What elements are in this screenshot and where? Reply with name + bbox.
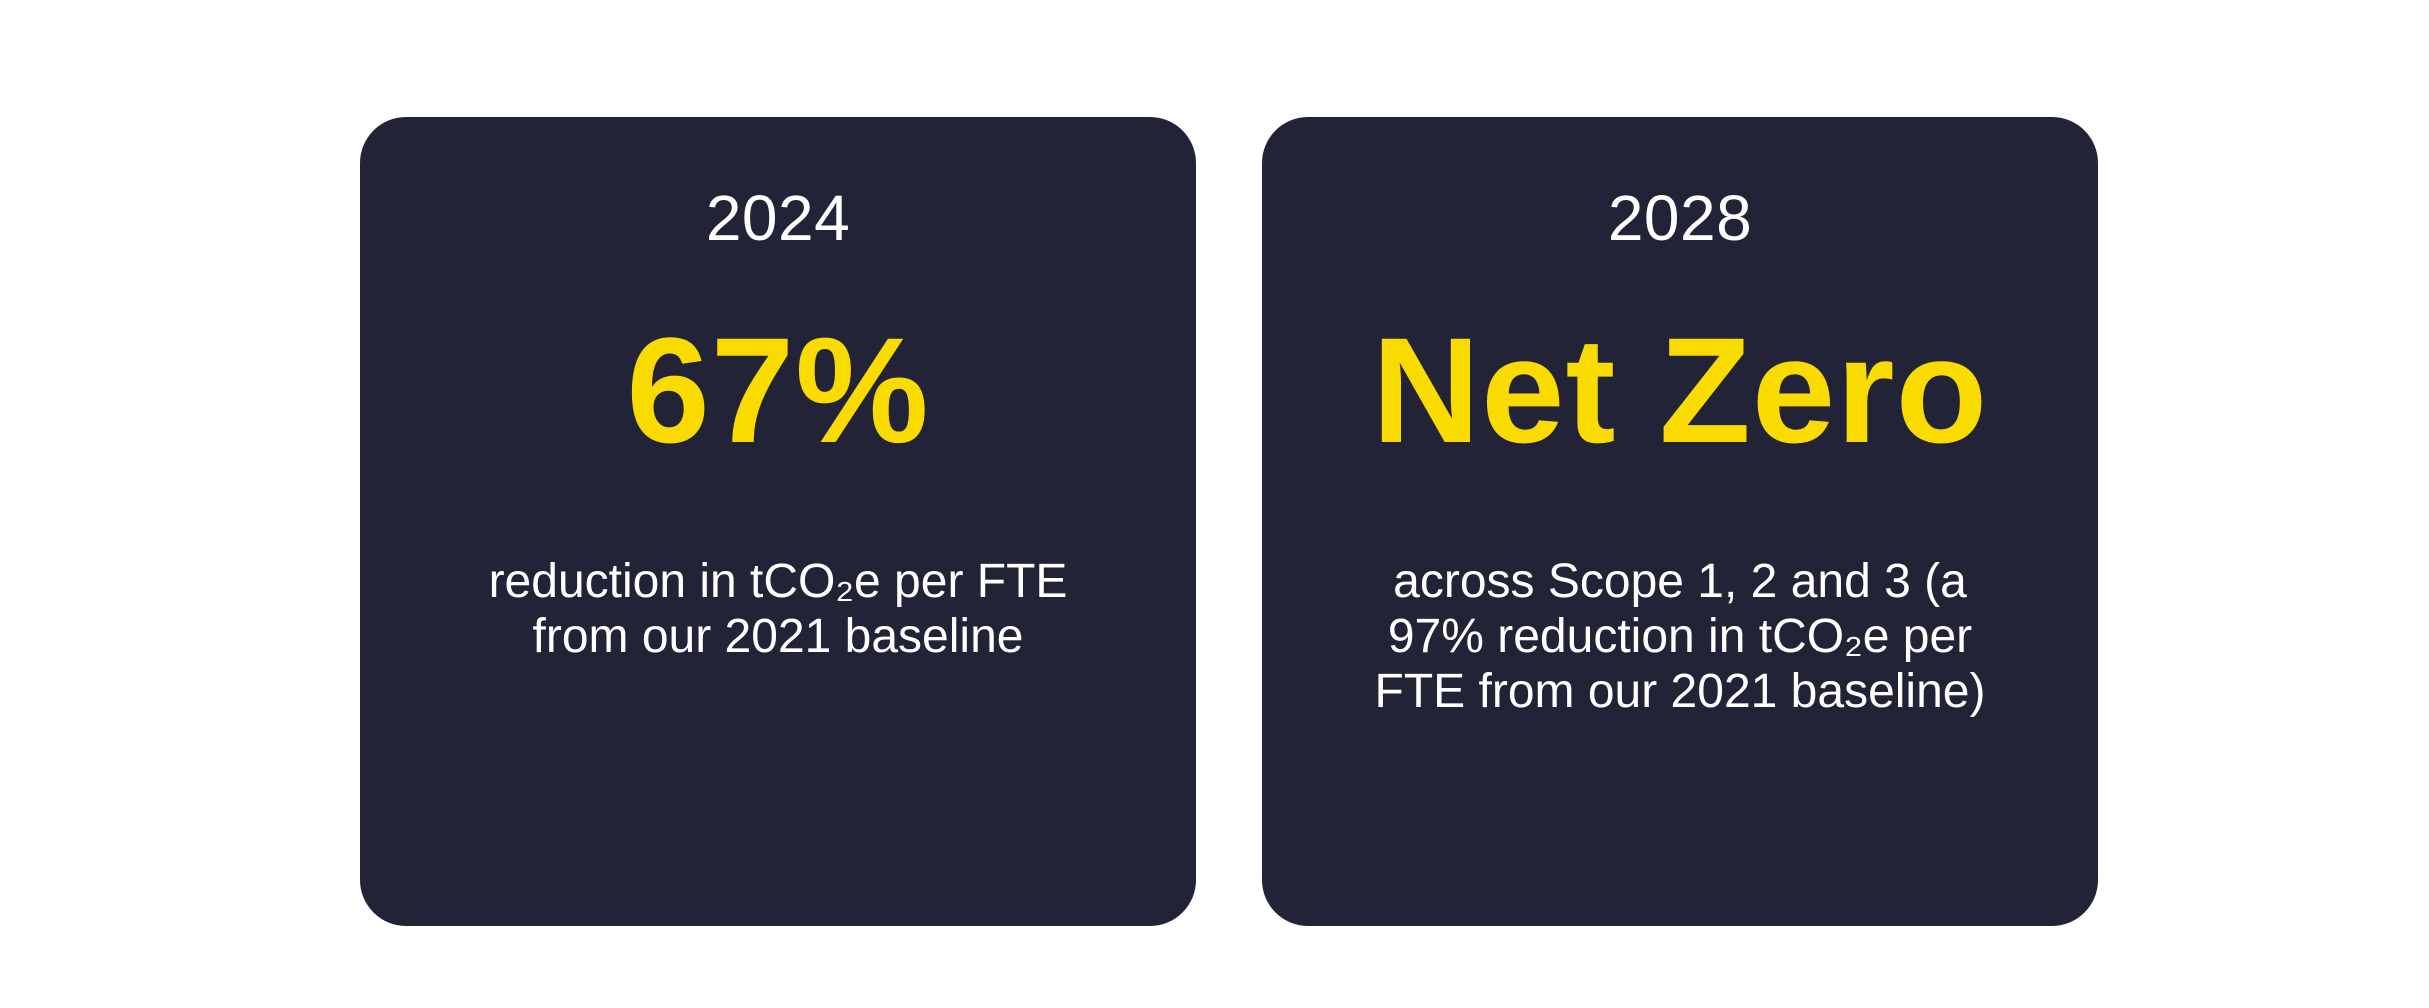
card-body-line: from our 2021 baseline [532, 610, 1024, 663]
card-body-line: reduction in tCO₂e per FTE [488, 555, 1068, 608]
card-body-text: reduction in tCO₂e per FTE from our 2021… [489, 554, 1068, 664]
card-year-label: 2024 [705, 182, 851, 254]
stat-card-2028: 2028 Net Zero across Scope 1, 2 and 3 (a… [1262, 117, 2098, 926]
card-headline-value: 67% [626, 306, 930, 474]
card-body-line: across Scope 1, 2 and 3 (a [1393, 555, 1967, 608]
card-headline-value: Net Zero [1371, 306, 1989, 474]
card-body-line: 97% reduction in tCO₂e per [1387, 610, 1973, 663]
card-year-label: 2028 [1607, 182, 1753, 254]
card-body-text: across Scope 1, 2 and 3 (a 97% reduction… [1375, 554, 1986, 719]
stat-card-2024: 2024 67% reduction in tCO₂e per FTE from… [360, 117, 1196, 926]
card-body-line: FTE from our 2021 baseline) [1374, 665, 1986, 718]
